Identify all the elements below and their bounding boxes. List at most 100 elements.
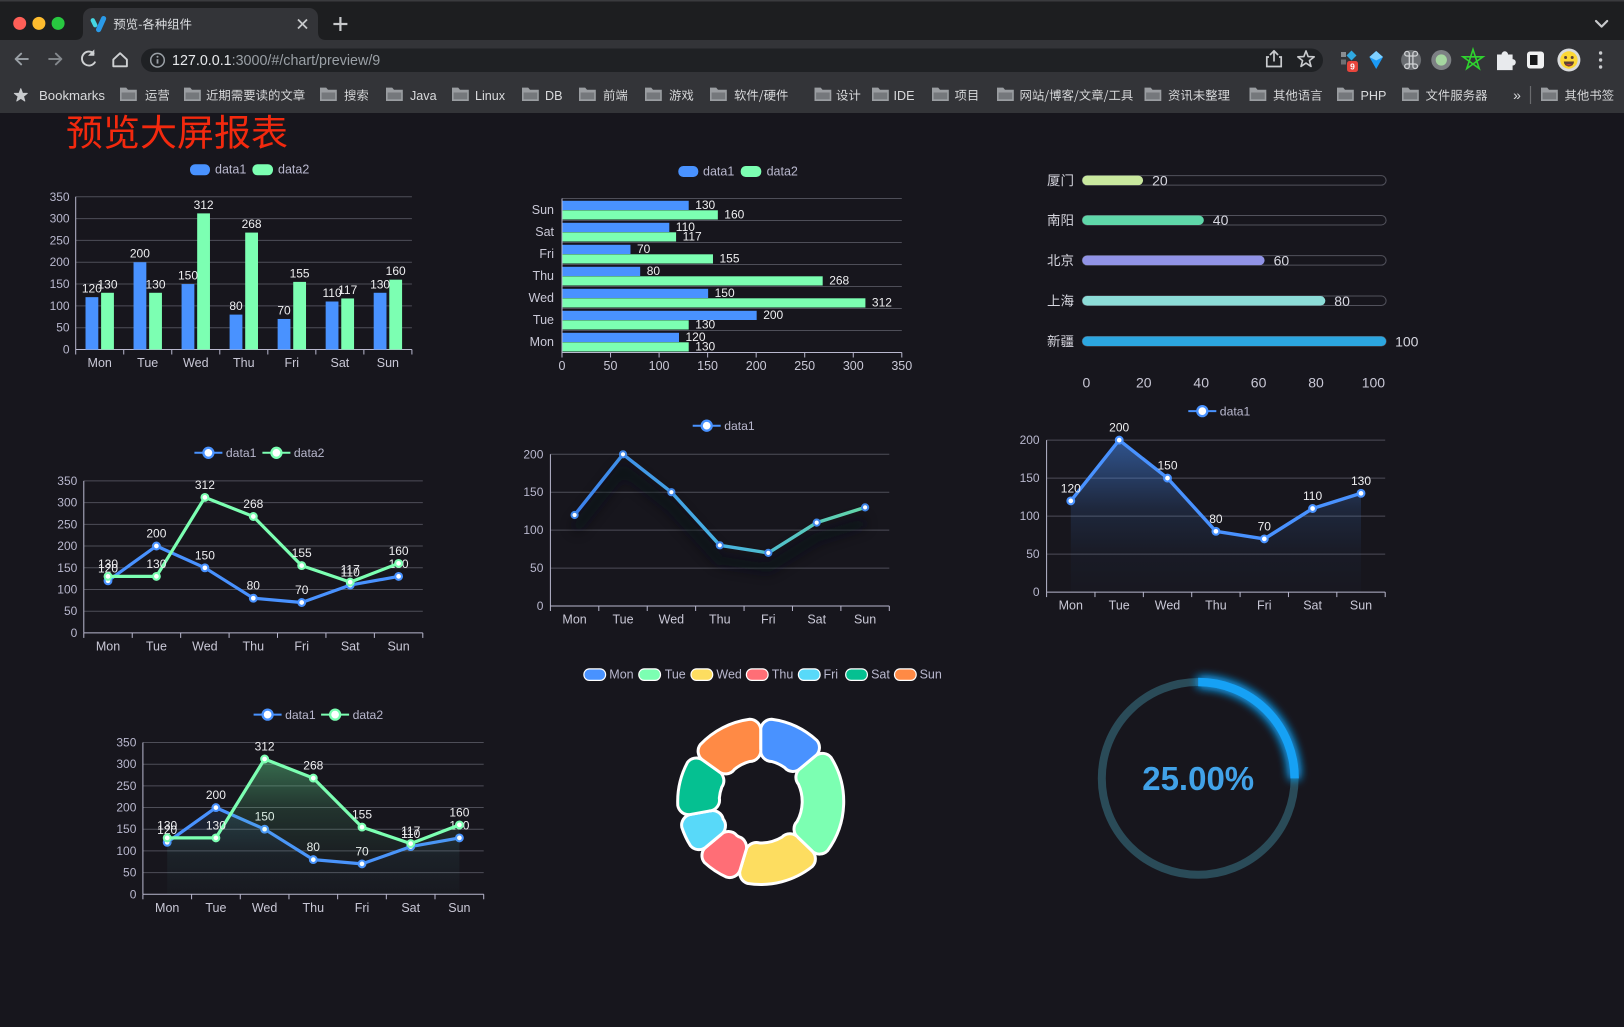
svg-text:100: 100 <box>116 844 136 858</box>
svg-text:data1: data1 <box>724 419 755 433</box>
svg-text:25.00%: 25.00% <box>1142 760 1254 797</box>
svg-text:200: 200 <box>763 308 783 322</box>
svg-text:Tue: Tue <box>205 901 226 915</box>
svg-text:50: 50 <box>604 359 618 373</box>
svg-text:70: 70 <box>295 583 309 597</box>
svg-text:data1: data1 <box>703 164 734 178</box>
svg-text:Fri: Fri <box>285 356 300 370</box>
svg-text:Sun: Sun <box>387 639 409 653</box>
svg-text:200: 200 <box>523 447 543 461</box>
svg-text:130: 130 <box>146 557 166 571</box>
svg-text:350: 350 <box>116 736 136 750</box>
svg-text:160: 160 <box>449 805 469 819</box>
svg-text:Sun: Sun <box>1350 599 1372 613</box>
svg-text:Fri: Fri <box>539 247 554 261</box>
svg-text:155: 155 <box>352 808 372 822</box>
svg-text:Tue: Tue <box>665 668 686 682</box>
svg-text:Thu: Thu <box>1205 599 1227 613</box>
svg-text:200: 200 <box>1109 421 1129 435</box>
svg-text:120: 120 <box>1061 481 1081 495</box>
svg-text:200: 200 <box>130 247 150 261</box>
svg-text:50: 50 <box>123 866 137 880</box>
svg-text:Java: Java <box>410 89 437 103</box>
svg-text:130: 130 <box>695 198 715 212</box>
svg-text:Sat: Sat <box>807 613 826 627</box>
svg-text:160: 160 <box>724 207 744 221</box>
svg-text:DB: DB <box>545 89 563 103</box>
svg-text:Sun: Sun <box>854 613 876 627</box>
svg-text:250: 250 <box>57 517 77 531</box>
svg-text:312: 312 <box>195 478 215 492</box>
svg-text:200: 200 <box>1020 433 1040 447</box>
svg-text:data1: data1 <box>1220 405 1251 419</box>
svg-text:117: 117 <box>338 283 357 297</box>
svg-text:130: 130 <box>206 818 226 832</box>
svg-text:80: 80 <box>1308 374 1324 390</box>
svg-text:120: 120 <box>686 330 706 344</box>
svg-text:Thu: Thu <box>303 901 325 915</box>
svg-text:Wed: Wed <box>183 356 209 370</box>
svg-text:0: 0 <box>559 359 566 373</box>
svg-text:300: 300 <box>57 496 77 510</box>
svg-text:350: 350 <box>50 190 70 204</box>
svg-text:0: 0 <box>537 599 544 613</box>
svg-text:0: 0 <box>71 626 78 640</box>
svg-text:PHP: PHP <box>1361 89 1387 103</box>
svg-text:117: 117 <box>341 563 360 577</box>
svg-text:150: 150 <box>1020 471 1040 485</box>
svg-text:data2: data2 <box>767 164 798 178</box>
svg-text:Sat: Sat <box>331 356 350 370</box>
svg-text:100: 100 <box>57 583 77 597</box>
svg-text:250: 250 <box>50 233 70 247</box>
svg-text:50: 50 <box>64 604 78 618</box>
svg-text:data1: data1 <box>226 446 257 460</box>
svg-text:Thu: Thu <box>243 639 265 653</box>
svg-text:150: 150 <box>697 359 718 373</box>
svg-text:200: 200 <box>50 255 70 269</box>
svg-text:Sun: Sun <box>448 901 470 915</box>
svg-text:Fri: Fri <box>294 639 309 653</box>
svg-text:Thu: Thu <box>532 269 554 283</box>
svg-text:117: 117 <box>401 824 420 838</box>
svg-text:70: 70 <box>1258 519 1272 533</box>
svg-text:130: 130 <box>157 818 177 832</box>
svg-text:70: 70 <box>277 304 291 318</box>
svg-text:200: 200 <box>746 359 767 373</box>
svg-text:268: 268 <box>243 497 263 511</box>
svg-text:data1: data1 <box>215 163 246 177</box>
svg-text:100: 100 <box>50 299 70 313</box>
svg-text:Mon: Mon <box>88 356 112 370</box>
svg-text:Wed: Wed <box>192 639 218 653</box>
svg-text:300: 300 <box>843 359 864 373</box>
svg-text:150: 150 <box>178 269 198 283</box>
svg-text:130: 130 <box>695 339 715 353</box>
svg-text:155: 155 <box>292 546 312 560</box>
svg-text:data1: data1 <box>285 708 316 722</box>
svg-text:80: 80 <box>1209 512 1223 526</box>
svg-text:20: 20 <box>1152 172 1168 188</box>
svg-text:110: 110 <box>341 566 360 580</box>
svg-text:20: 20 <box>1136 374 1152 390</box>
svg-text:130: 130 <box>370 277 390 291</box>
svg-text:110: 110 <box>1303 489 1322 503</box>
svg-text:70: 70 <box>637 242 651 256</box>
svg-text:130: 130 <box>695 317 715 331</box>
svg-text:120: 120 <box>98 561 118 575</box>
svg-text:150: 150 <box>116 822 136 836</box>
svg-text:Thu: Thu <box>772 668 794 682</box>
svg-text:Tue: Tue <box>612 613 633 627</box>
svg-text:110: 110 <box>401 827 420 841</box>
svg-text:80: 80 <box>247 579 261 593</box>
svg-text:110: 110 <box>323 286 342 300</box>
svg-text:Wed: Wed <box>252 901 278 915</box>
svg-text:127.0.0.1:3000/#/chart/preview: 127.0.0.1:3000/#/chart/preview/9 <box>172 53 380 69</box>
svg-text:Sun: Sun <box>377 356 399 370</box>
svg-text:50: 50 <box>530 561 544 575</box>
svg-text:120: 120 <box>82 282 102 296</box>
svg-text:60: 60 <box>1251 374 1267 390</box>
svg-text:IDE: IDE <box>894 89 915 103</box>
svg-text:150: 150 <box>715 286 735 300</box>
svg-text:268: 268 <box>829 273 849 287</box>
svg-text:0: 0 <box>1033 585 1040 599</box>
svg-text:150: 150 <box>57 561 77 575</box>
